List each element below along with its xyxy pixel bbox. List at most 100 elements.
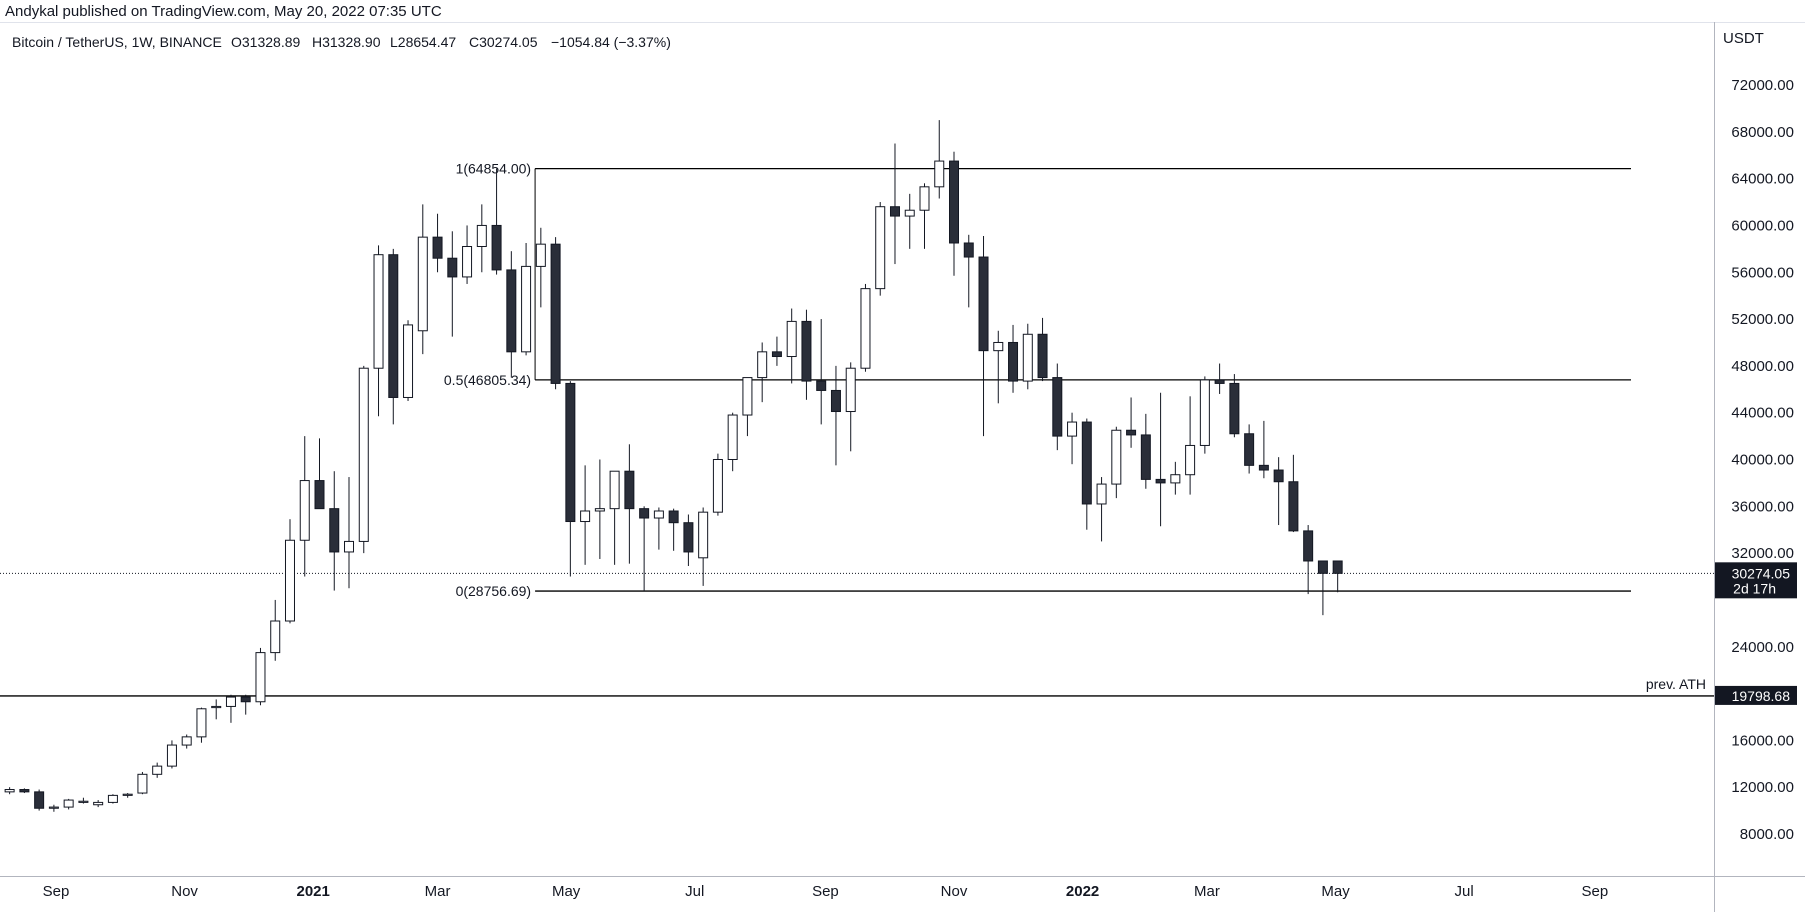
candle-body <box>830 389 841 413</box>
candle-body <box>299 480 310 541</box>
candle <box>1199 376 1210 454</box>
candle-body <box>4 789 15 793</box>
price-axis-unit: USDT <box>1723 30 1764 47</box>
candle <box>580 465 591 565</box>
candle-body <box>1214 379 1225 384</box>
candle <box>211 699 222 720</box>
price-tick-label: 68000.00 <box>1731 124 1794 141</box>
candle-body <box>225 696 236 707</box>
candle <box>225 694 236 723</box>
candle <box>1022 323 1033 390</box>
candle-body <box>757 351 768 379</box>
candle-body <box>388 254 399 398</box>
candle <box>1185 396 1196 495</box>
price-tick-label: 32000.00 <box>1731 545 1794 562</box>
candle-body <box>181 736 192 746</box>
candle <box>506 251 517 378</box>
candle <box>1317 560 1328 616</box>
candle-body <box>1244 433 1255 466</box>
candle-body <box>771 351 782 358</box>
candle <box>889 143 900 265</box>
candle-body <box>550 243 561 384</box>
candle <box>491 168 502 275</box>
candle <box>949 151 960 276</box>
candle <box>535 227 546 308</box>
price-tick-label: 56000.00 <box>1731 264 1794 281</box>
candle <box>152 762 163 778</box>
candle <box>594 459 605 559</box>
candle-body <box>270 620 281 654</box>
candle <box>550 237 561 390</box>
candle-body <box>166 744 177 767</box>
candle <box>1214 363 1225 394</box>
candle-body <box>889 206 900 217</box>
candle-body <box>93 801 104 806</box>
candle-body <box>949 160 960 244</box>
candle <box>875 202 886 296</box>
candle <box>299 436 310 577</box>
candle <box>934 120 945 199</box>
candle <box>137 771 148 795</box>
candle-body <box>535 243 546 267</box>
candle-body <box>63 799 74 808</box>
candle <box>801 309 812 400</box>
candle-body <box>1317 560 1328 574</box>
candle-body <box>786 320 797 358</box>
candle-body <box>801 320 812 382</box>
candle <box>447 231 458 337</box>
candle <box>63 798 74 810</box>
candle-body <box>373 254 384 369</box>
candle-body <box>712 459 723 513</box>
candle <box>919 183 930 249</box>
candle-body <box>240 696 251 703</box>
candle <box>757 342 768 403</box>
published-note: Andykal published on TradingView.com, Ma… <box>5 3 442 20</box>
candle-body <box>196 708 207 738</box>
candle <box>344 477 355 589</box>
candle-body <box>1199 379 1210 446</box>
candle-body <box>284 539 295 622</box>
candle <box>1155 392 1166 527</box>
candle-body <box>491 224 502 271</box>
candle <box>255 647 266 706</box>
candle <box>1081 418 1092 530</box>
fib-level-label: 0(28756.69) <box>456 583 532 599</box>
time-tick-label: 2022 <box>1066 883 1099 900</box>
candle-body <box>1155 478 1166 484</box>
candle-body <box>462 246 473 278</box>
candle <box>565 381 576 577</box>
time-axis[interactable]: Sep Nov 2021 Mar May Jul Sep Nov 2022 Mar May Jul Se… <box>43 883 1609 900</box>
candle <box>373 245 384 417</box>
candle <box>1111 426 1122 499</box>
candle-body <box>1008 341 1019 382</box>
prev-ath-value: 19798.68 <box>1732 688 1791 704</box>
candle-body <box>521 265 532 353</box>
candle-body <box>742 377 753 416</box>
candle-body <box>978 256 989 352</box>
candle <box>1258 420 1269 479</box>
candle-body <box>1229 382 1240 435</box>
candle-body <box>432 236 443 259</box>
candle-body <box>329 508 340 553</box>
time-tick-label: Sep <box>812 883 839 900</box>
price-tick-label: 52000.00 <box>1731 311 1794 328</box>
candle <box>727 412 738 472</box>
candle <box>639 506 650 592</box>
chart-header: Andykal published on TradingView.com, Ma… <box>0 0 1805 22</box>
price-tick-label: 48000.00 <box>1731 358 1794 375</box>
candle-body <box>19 789 30 793</box>
candle-body <box>683 522 694 553</box>
candle <box>521 242 532 356</box>
legend-change: −1054.84 (−3.37%) <box>551 34 671 50</box>
price-axis[interactable]: 72000.00 68000.00 64000.00 60000.00 56000.00… <box>1731 77 1794 843</box>
candle <box>122 793 133 798</box>
candle <box>860 283 871 372</box>
time-tick-label: Nov <box>941 883 968 900</box>
candle-body <box>107 794 118 803</box>
time-tick-label: Jul <box>685 883 704 900</box>
candle-body <box>1288 481 1299 532</box>
candle-body <box>639 508 650 519</box>
candle <box>107 794 118 804</box>
